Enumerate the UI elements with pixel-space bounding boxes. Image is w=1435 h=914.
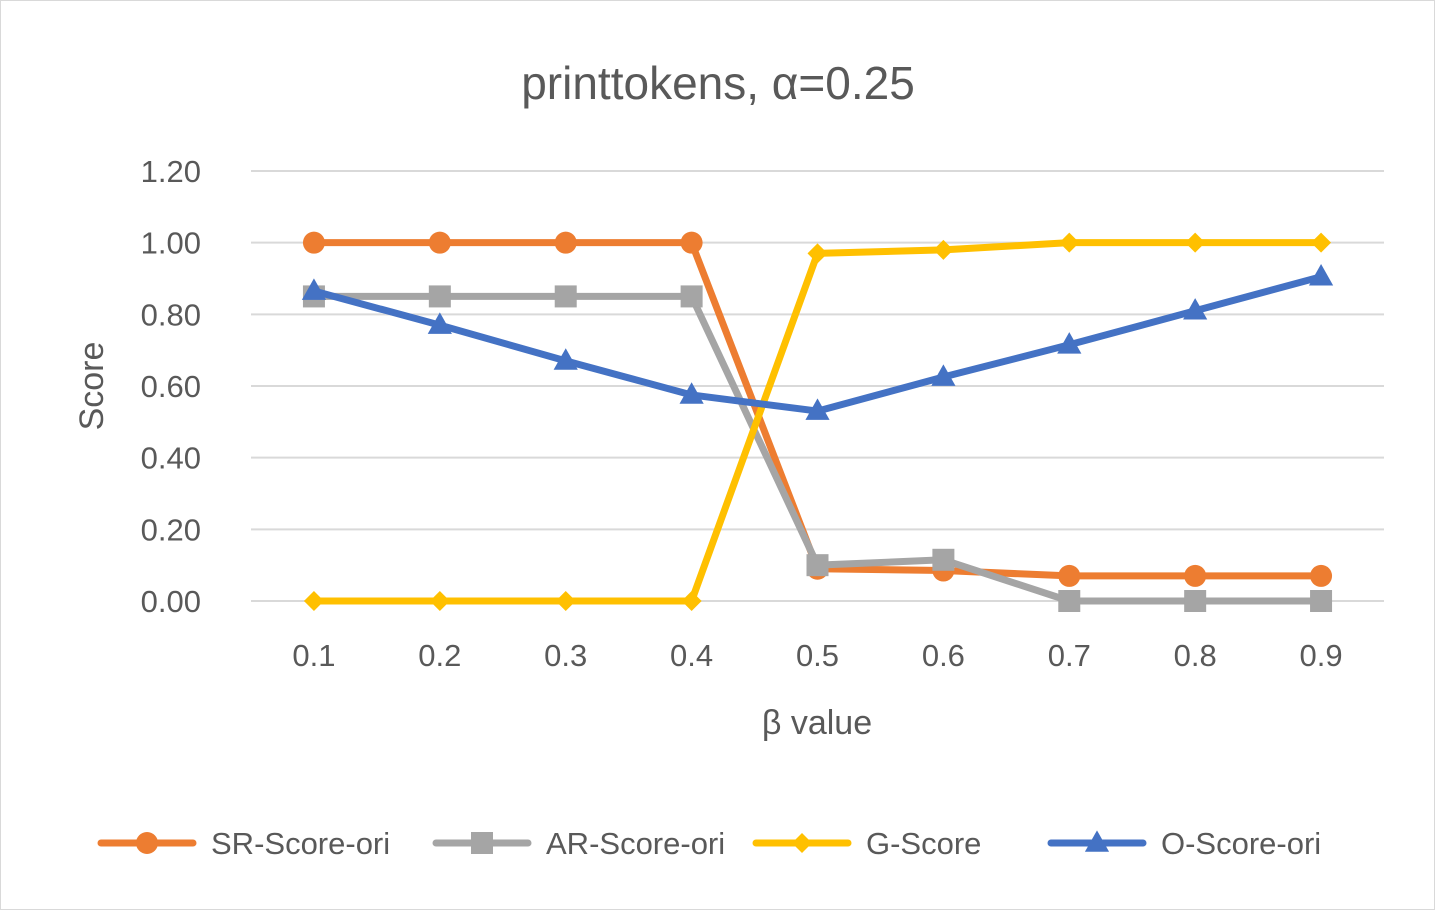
y-tick-label: 0.20 (141, 512, 201, 547)
data-point (1183, 298, 1208, 320)
data-point (680, 285, 703, 308)
legend-label: AR-Score-ori (546, 826, 725, 861)
x-tick-label: 0.4 (670, 638, 713, 673)
data-point (555, 591, 576, 611)
y-tick-label: 1.20 (141, 154, 201, 189)
legend-item: O-Score-ori (1047, 826, 1321, 861)
data-point (806, 554, 829, 577)
data-point (428, 285, 451, 308)
data-point (1311, 232, 1332, 253)
data-point (301, 278, 327, 300)
y-axis-ticks: 0.00 0.20 0.40 0.60 0.80 1.00 1.20 (141, 154, 201, 619)
data-point (1310, 590, 1333, 612)
data-point (1184, 590, 1207, 612)
x-tick-label: 0.9 (1300, 638, 1343, 673)
data-point (554, 231, 577, 254)
data-point (1057, 332, 1082, 354)
data-point (933, 239, 954, 260)
data-point (807, 243, 828, 264)
x-axis-ticks: 0.1 0.2 0.3 0.4 0.5 0.6 0.7 0.8 0.9 (292, 638, 1342, 673)
x-tick-label: 0.3 (544, 638, 587, 673)
legend-marker (1084, 830, 1110, 852)
data-point (1058, 590, 1081, 612)
series-sr-score-ori (302, 231, 1333, 587)
y-tick-label: 0.60 (141, 369, 201, 404)
legend-label: O-Score-ori (1161, 826, 1321, 861)
data-point (1185, 232, 1206, 253)
legend-item: G-Score (752, 826, 981, 861)
data-point (1184, 564, 1207, 587)
data-point (931, 364, 956, 386)
data-point (805, 398, 830, 420)
x-axis-title: β value (762, 704, 872, 742)
data-point (553, 348, 578, 370)
data-point (1310, 564, 1333, 587)
x-tick-label: 0.7 (1048, 638, 1091, 673)
legend-item: SR-Score-ori (97, 826, 390, 861)
legend-marker (792, 833, 812, 853)
legend-marker (471, 832, 493, 854)
data-point (429, 591, 450, 611)
data-point (303, 591, 324, 611)
y-tick-label: 0.40 (141, 441, 201, 476)
series-g-score (303, 232, 1332, 611)
data-point (681, 591, 702, 611)
series-ar-score-ori (302, 285, 1333, 612)
chart-title: printtokens, α=0.25 (521, 57, 915, 109)
data-point (427, 312, 452, 334)
x-tick-label: 0.2 (418, 638, 461, 673)
legend-marker (136, 832, 158, 854)
data-point (554, 285, 577, 308)
data-point (428, 231, 451, 254)
data-point (680, 231, 703, 254)
y-tick-label: 1.00 (141, 226, 201, 261)
data-point (302, 231, 325, 254)
y-tick-label: 0.00 (141, 584, 201, 619)
x-tick-label: 0.5 (796, 638, 839, 673)
x-tick-label: 0.8 (1174, 638, 1217, 673)
legend-label: G-Score (866, 826, 981, 861)
y-tick-label: 0.80 (141, 297, 201, 332)
x-tick-label: 0.1 (292, 638, 335, 673)
legend-label: SR-Score-ori (211, 826, 390, 861)
y-axis-title: Score (73, 342, 111, 431)
data-point (932, 548, 955, 571)
series-o-score-ori (301, 264, 1334, 420)
series-layer (301, 231, 1334, 612)
legend-item: AR-Score-ori (432, 826, 725, 861)
x-tick-label: 0.6 (922, 638, 965, 673)
legend: SR-Score-ori AR-Score-ori G-Score O-Score-o… (97, 826, 1321, 861)
data-point (1059, 232, 1080, 253)
data-point (1058, 564, 1081, 587)
data-point (679, 382, 704, 404)
gridlines (251, 170, 1384, 602)
data-point (1308, 264, 1334, 286)
